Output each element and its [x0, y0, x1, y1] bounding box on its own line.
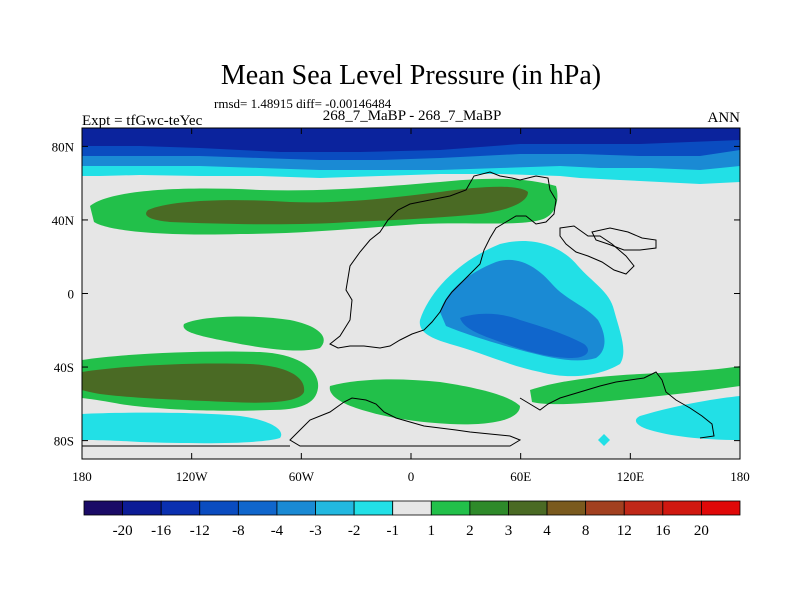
indian-ocean-low-core [460, 313, 588, 358]
season-label: ANN [708, 110, 741, 126]
x-tick-label: 180 [72, 469, 92, 484]
colorbar-level-label: -12 [190, 523, 210, 539]
pressure-field [82, 128, 740, 459]
x-tick-label: 120W [176, 469, 209, 484]
colorbar-box [585, 500, 625, 516]
x-axis: 180 120W 60W 0 60E 120E 180 [72, 128, 750, 484]
colorbar-box [508, 500, 548, 516]
y-axis: 80N 40N 0 40S 80S [52, 139, 740, 449]
difference-label: 268_7_MaBP - 268_7_MaBP [323, 108, 502, 124]
colorbar-level-label: 3 [505, 523, 513, 539]
colorbar-box [237, 500, 278, 516]
mid-latitude-green-blob [183, 316, 324, 351]
southern-brown-core [82, 363, 305, 403]
x-tick-label: 60W [289, 469, 315, 484]
colorbar-level-label: 4 [543, 523, 551, 539]
colorbar-level-label: -1 [386, 523, 399, 539]
colorbar-level-label: 8 [582, 523, 590, 539]
antarctic-cyan-west [82, 412, 282, 444]
colorbar-level-label: 12 [617, 523, 632, 539]
coastline-north-landmass [329, 171, 557, 349]
coastline-east-islands [591, 227, 657, 251]
x-tick-label: 60E [510, 469, 531, 484]
colorbar-box [315, 500, 355, 516]
coastlines [82, 171, 715, 447]
colorbar-box [623, 500, 664, 516]
coastline-southern-landmass [289, 397, 522, 447]
y-tick-label: 0 [68, 287, 75, 302]
northern-brown-core [146, 186, 529, 225]
y-tick-label: 40S [54, 360, 74, 375]
colorbar-box [122, 500, 162, 516]
colorbar-level-label: -16 [151, 523, 171, 539]
colorbar-box [392, 500, 432, 516]
y-tick-label: 40N [52, 213, 75, 228]
colorbar-box [160, 500, 201, 516]
colorbar-box [469, 500, 509, 516]
coastline-eastern-landmass [559, 225, 635, 275]
colorbar-level-label: -20 [113, 523, 133, 539]
colorbar-level-label: -3 [309, 523, 322, 539]
x-tick-label: 180 [730, 469, 750, 484]
colorbar-box [83, 500, 123, 516]
colorbar-level-label: -4 [271, 523, 284, 539]
y-tick-label: 80N [52, 139, 75, 154]
colorbar-box [430, 500, 471, 516]
colorbar-level-label: 20 [694, 523, 709, 539]
antarctic-cyan-east [635, 396, 740, 440]
y-tick-label: 80S [54, 434, 74, 449]
colorbar: -20 -16 -12 -8 -4 -3 -2 -1 1 2 3 4 8 12 16 20 [83, 500, 741, 539]
x-tick-label: 0 [408, 469, 415, 484]
colorbar-level-label: 16 [655, 523, 671, 539]
antarctic-cyan-dot [598, 434, 610, 446]
colorbar-box [353, 500, 394, 516]
colorbar-level-label: 2 [466, 523, 474, 539]
colorbar-box [276, 500, 316, 516]
colorbar-level-label: 1 [428, 523, 436, 539]
colorbar-level-label: -8 [232, 523, 245, 539]
colorbar-level-label: -2 [348, 523, 361, 539]
arctic-band-deep [82, 128, 740, 152]
colorbar-box [662, 500, 702, 516]
southern-green-belt-east [530, 366, 740, 405]
chart-title: Mean Sea Level Pressure (in hPa) [221, 60, 601, 91]
colorbar-box [701, 500, 741, 516]
colorbar-box [546, 500, 587, 516]
coastline-south-ridge [519, 371, 715, 439]
colorbar-box [199, 500, 239, 516]
stats-text: rmsd= 1.48915 diff= -0.00146484 [214, 96, 392, 111]
experiment-label: Expt = tfGwc-teYec [82, 113, 203, 129]
southern-green-belt-central [329, 379, 520, 425]
x-tick-label: 120E [617, 469, 645, 484]
